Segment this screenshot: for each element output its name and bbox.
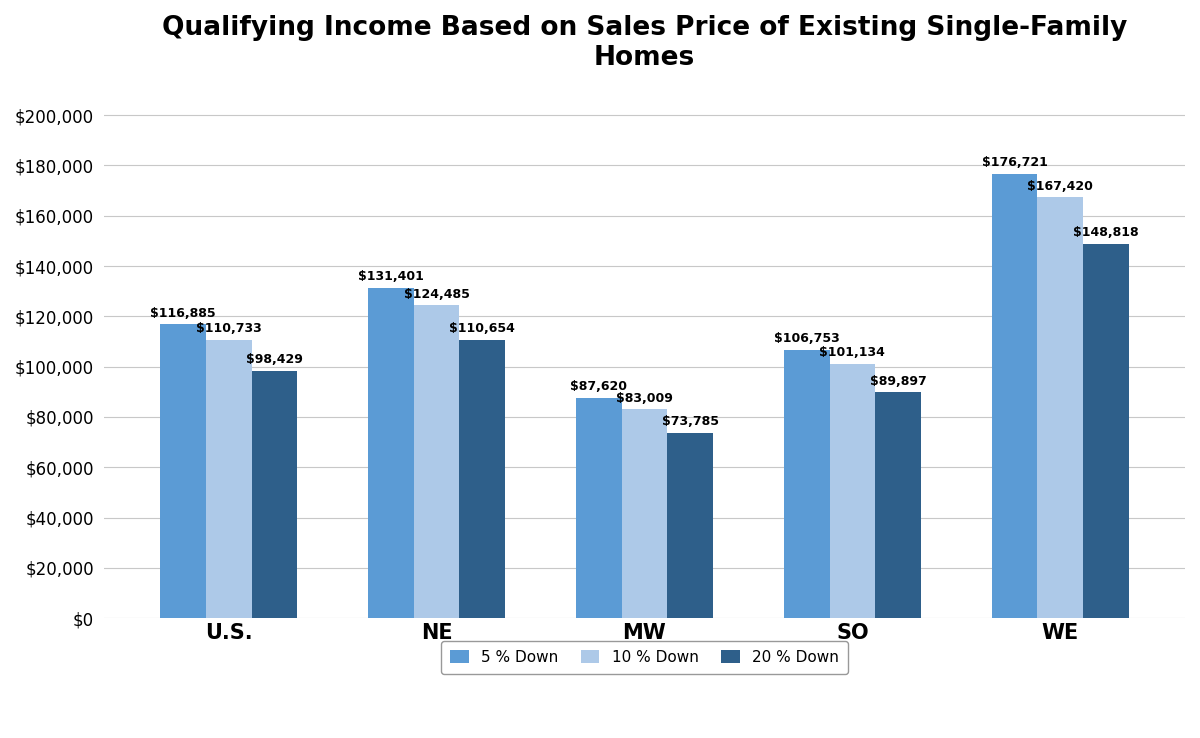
Bar bbox=[252, 370, 298, 618]
Bar bbox=[576, 398, 622, 618]
Text: $89,897: $89,897 bbox=[870, 375, 926, 387]
Bar bbox=[622, 410, 667, 618]
Bar bbox=[414, 305, 460, 618]
Text: $87,620: $87,620 bbox=[570, 380, 628, 393]
Bar bbox=[206, 339, 252, 618]
Text: $101,134: $101,134 bbox=[820, 346, 886, 359]
Text: $131,401: $131,401 bbox=[358, 270, 424, 283]
Text: $124,485: $124,485 bbox=[403, 288, 469, 300]
Text: $106,753: $106,753 bbox=[774, 332, 840, 345]
Bar bbox=[368, 288, 414, 618]
Bar bbox=[784, 350, 829, 618]
Text: $110,733: $110,733 bbox=[196, 323, 262, 335]
Bar bbox=[875, 392, 920, 618]
Bar bbox=[1084, 244, 1129, 618]
Legend: 5 % Down, 10 % Down, 20 % Down: 5 % Down, 10 % Down, 20 % Down bbox=[442, 641, 848, 674]
Bar bbox=[829, 364, 875, 618]
Bar bbox=[991, 173, 1037, 618]
Text: $73,785: $73,785 bbox=[661, 415, 719, 428]
Title: Qualifying Income Based on Sales Price of Existing Single-Family
Homes: Qualifying Income Based on Sales Price o… bbox=[162, 15, 1127, 71]
Bar bbox=[667, 432, 713, 618]
Text: $98,429: $98,429 bbox=[246, 353, 302, 366]
Text: $116,885: $116,885 bbox=[150, 307, 216, 320]
Text: $167,420: $167,420 bbox=[1027, 179, 1093, 193]
Text: $110,654: $110,654 bbox=[449, 323, 515, 335]
Bar bbox=[1037, 197, 1084, 618]
Bar bbox=[460, 340, 505, 618]
Bar bbox=[160, 324, 206, 618]
Text: $83,009: $83,009 bbox=[616, 392, 673, 405]
Text: $176,721: $176,721 bbox=[982, 156, 1048, 169]
Text: $148,818: $148,818 bbox=[1073, 227, 1139, 239]
